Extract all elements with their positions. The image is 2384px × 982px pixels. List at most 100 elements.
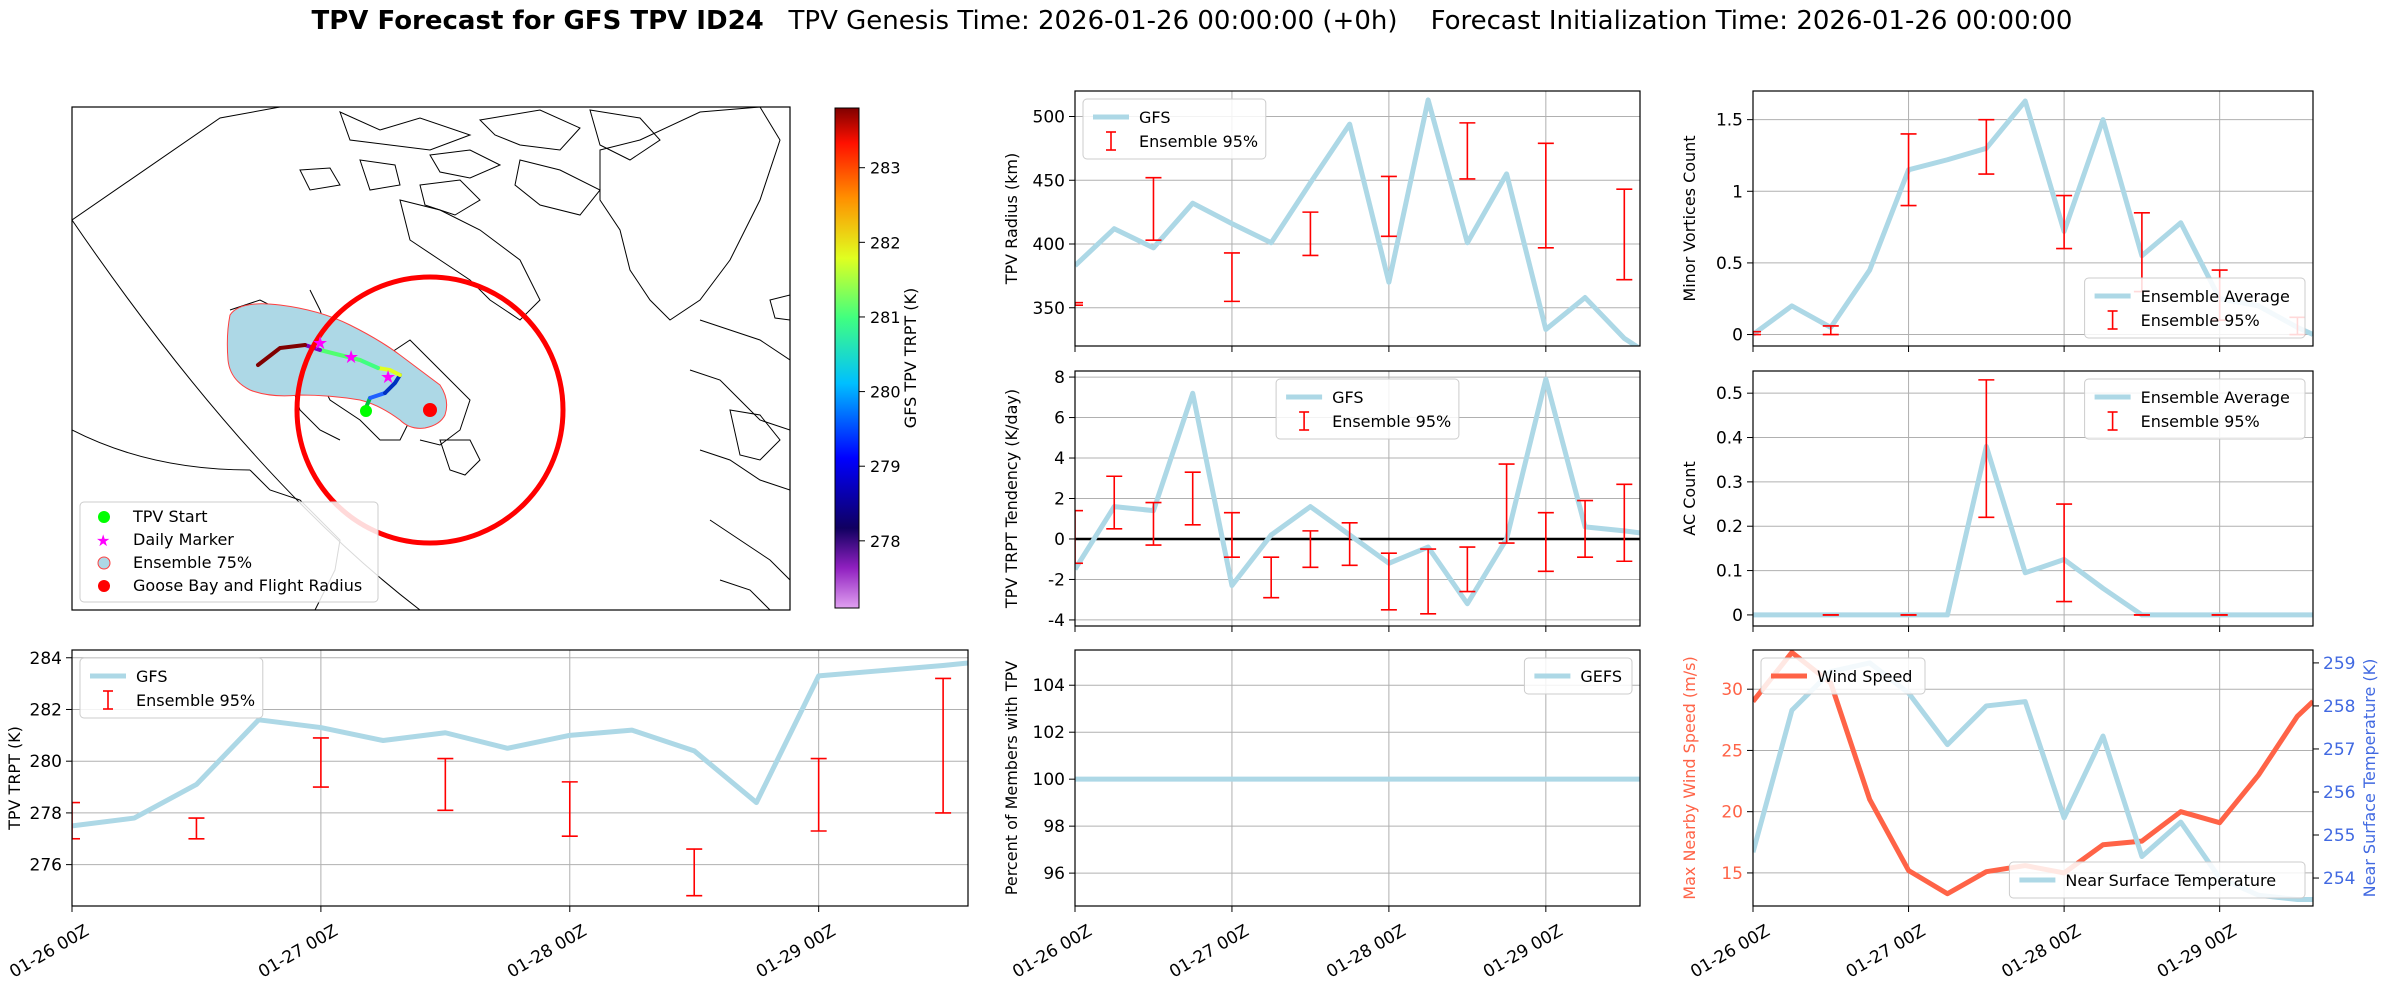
errorbar <box>1616 483 1633 563</box>
y-tick-label: 0 <box>1732 326 1743 346</box>
errorbar <box>1302 530 1319 569</box>
daily-marker: ★ <box>343 347 359 368</box>
x-tick-label: 01-28 00Z <box>1998 921 2084 982</box>
errorbar <box>1075 301 1083 307</box>
errorbar <box>72 801 80 840</box>
errorbar <box>2056 194 2073 250</box>
colorbar-tick-label: 281 <box>870 308 901 327</box>
title-genesis: TPV Genesis Time: 2026-01-26 00:00:00 (+… <box>788 6 1398 36</box>
y2-tick-label: 254 <box>2323 869 2355 889</box>
y-axis-label: Minor Vortices Count <box>1680 135 1699 301</box>
errorbar <box>1223 511 1240 558</box>
errorbar <box>1753 330 1761 336</box>
y-tick-label: 282 <box>30 700 62 720</box>
chart-legend: Ensemble Average Ensemble 95% <box>2084 378 2306 440</box>
y-axis-label: TPV TRPT Tendency (K/day) <box>1002 389 1021 609</box>
y-tick-label: 25 <box>1721 741 1743 761</box>
chart-percent: 96 98 100 102 104 Percent of Members with TPV… <box>1002 649 1641 982</box>
legend-label: Ensemble 95% <box>1332 412 1451 431</box>
y-axis-label: Max Nearby Wind Speed (m/s) <box>1680 656 1699 899</box>
y-tick-label: 96 <box>1043 864 1065 884</box>
y-tick-label: 4 <box>1054 449 1065 469</box>
x-tick-label: 01-29 00Z <box>2154 921 2240 982</box>
chart-legend: GFS Ensemble 95% <box>1082 98 1267 160</box>
chart-minor: 0 0.5 1 1.5 Minor Vortices Count Ensemble Ave… <box>1680 90 2314 352</box>
legend-goose-label: Goose Bay and Flight Radius <box>133 576 362 595</box>
legend-box <box>1082 98 1267 160</box>
x-tick-label: 01-26 00Z <box>1009 921 1095 982</box>
series-line-gfs <box>1075 97 1640 346</box>
errorbar <box>561 781 578 837</box>
errorbar <box>1537 142 1554 249</box>
legend-label: Ensemble 95% <box>2141 311 2260 330</box>
colorbar-tick-label: 282 <box>870 233 901 252</box>
y-tick-label: 0.2 <box>1716 517 1743 537</box>
errorbar <box>188 817 205 840</box>
legend-start-icon <box>98 511 110 523</box>
errorbar <box>1184 471 1201 526</box>
chart-legend: Wind Speed <box>1760 657 1926 695</box>
y-tick-label: 102 <box>1033 723 1065 743</box>
colorbar-ticks: 278 279 280 281 282 283 <box>859 159 901 551</box>
map-frame <box>71 106 791 611</box>
y-tick-label: 400 <box>1033 235 1065 255</box>
legend-label: Near Surface Temperature <box>2065 871 2276 890</box>
chart-tendency: -4 -2 0 2 4 6 8 TPV TRPT Tendency (K/day) GFS Ens… <box>1002 368 1641 632</box>
legend-goose-icon <box>98 580 110 592</box>
legend-errorbar-icon <box>2107 310 2118 330</box>
legend-ensemble-label: Ensemble 75% <box>133 553 252 572</box>
errorbar <box>1577 499 1594 558</box>
x-tick-label: 01-28 00Z <box>504 921 590 982</box>
y-axis-label: AC Count <box>1680 461 1699 535</box>
x-tick-label: 01-29 00Z <box>1480 921 1566 982</box>
y2-tick-label: 256 <box>2323 783 2355 803</box>
map-panel: ★ ★ ★ TPV Start ★ Daily Marker Ensemble … <box>71 106 920 611</box>
y-tick-label: 350 <box>1033 299 1065 319</box>
legend-label: Ensemble 95% <box>136 691 255 710</box>
y-tick-label: 6 <box>1054 409 1065 429</box>
errorbar <box>1106 475 1123 530</box>
title-init: Forecast Initialization Time: 2026-01-26… <box>1430 6 2073 36</box>
legend-star-icon: ★ <box>96 531 110 550</box>
y-tick-label: 15 <box>1721 864 1743 884</box>
y-tick-label: -2 <box>1048 570 1065 590</box>
legend-label: GEFS <box>1580 667 1622 686</box>
errorbar <box>1459 546 1476 593</box>
series-line-ensemble-average <box>1753 443 2313 618</box>
y-tick-label: 0.5 <box>1716 384 1743 404</box>
chart-frame <box>71 649 969 907</box>
y-tick-label: 280 <box>30 752 62 772</box>
chart-legend: GFS Ensemble 95% <box>79 657 264 719</box>
map-legend-box <box>79 501 379 603</box>
chart-plot-area <box>1753 379 2313 618</box>
legend-box <box>2084 378 2306 440</box>
y-tick-label: 104 <box>1033 676 1065 696</box>
y-tick-label: 450 <box>1033 171 1065 191</box>
legend-start-label: TPV Start <box>132 507 208 526</box>
errorbar <box>1822 325 1839 336</box>
chart-legend: Near Surface Temperature <box>2008 861 2306 899</box>
colorbar-gradient <box>834 107 860 609</box>
legend-label: GFS <box>1332 388 1363 407</box>
errorbar <box>1616 188 1633 281</box>
y-tick-label: 98 <box>1043 817 1065 837</box>
y2-tick-label: 257 <box>2323 740 2355 760</box>
errorbar <box>1075 509 1083 565</box>
legend-ensemble-icon <box>97 556 111 570</box>
errorbar <box>1380 552 1397 611</box>
y-tick-label: 0 <box>1732 606 1743 626</box>
y2-axis-label: Near Surface Temperature (K) <box>2360 659 2379 898</box>
x-tick-label: 01-28 00Z <box>1323 921 1409 982</box>
x-tick-label: 01-27 00Z <box>1843 921 1929 982</box>
colorbar-label: GFS TPV TRPT (K) <box>901 288 920 428</box>
x-tick-label: 01-27 00Z <box>255 921 341 982</box>
y-tick-label: -4 <box>1048 611 1065 631</box>
colorbar-tick-label: 279 <box>870 457 901 476</box>
series-line-gfs <box>1075 376 1640 607</box>
series-line-gfs <box>72 660 968 829</box>
legend-label: GFS <box>136 667 167 686</box>
errorbar <box>1302 211 1319 257</box>
y-tick-label: 276 <box>30 856 62 876</box>
